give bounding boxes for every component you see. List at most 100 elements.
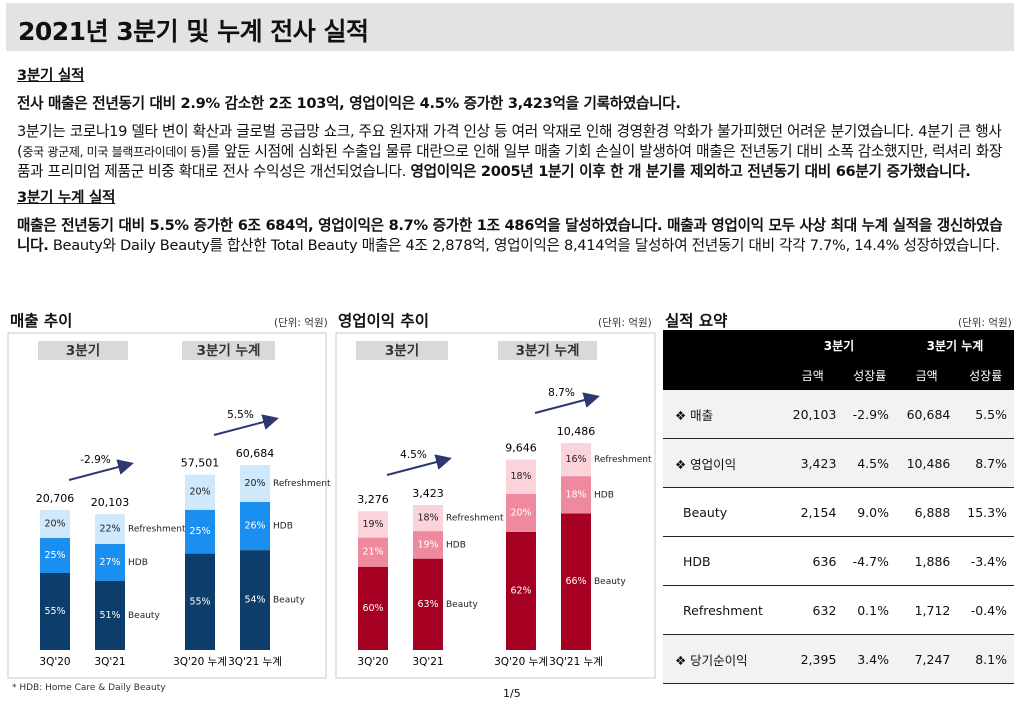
table-cell: 10,486 — [895, 438, 958, 488]
growth-label: -2.9% — [80, 454, 110, 466]
row-label: ❖ 당기순이익 — [663, 634, 782, 684]
header-bar: 2021년 3분기 및 누계 전사 실적 — [6, 3, 1014, 51]
section-heading: 3분기 실적 — [17, 67, 85, 84]
table-cell: 1,712 — [895, 585, 958, 635]
x-tick-label: 3Q'20 — [357, 656, 388, 668]
summary-table: 3분기 3분기 누계 금액 성장률 금액 성장률 ❖ 매출 20,103 -2.9% 60,684… — [663, 330, 1014, 684]
header-group: 3분기 — [782, 330, 896, 360]
segment-label: 51% — [99, 610, 120, 621]
section-heading: 3분기 누계 실적 — [17, 189, 116, 206]
footnote: * HDB: Home Care & Daily Beauty — [12, 683, 166, 693]
paragraph: 전사 매출은 전년동기 대비 2.9% 감소한 2조 103억, 영업이익은 4… — [17, 94, 1013, 114]
legend-label: Refreshment — [128, 525, 186, 535]
table-cell: 8.1% — [957, 634, 1014, 684]
bar-segment — [561, 443, 591, 477]
segment-label: 20% — [189, 487, 210, 498]
header-group: 3분기 누계 — [895, 330, 1014, 360]
segment-label: 66% — [565, 576, 586, 587]
bar-segment — [185, 509, 215, 554]
legend-label: Beauty — [273, 596, 305, 606]
bar-segment — [561, 476, 591, 514]
trend-arrow — [68, 459, 134, 481]
text-run: 매출은 전년동기 대비 5.5% 증가한 6조 684억, 영업이익은 8.7%… — [17, 217, 1003, 254]
segment-label: 21% — [362, 547, 383, 558]
row-label: ❖ 매출 — [663, 390, 782, 439]
legend-label: Beauty — [446, 600, 478, 610]
page-number: 1/5 — [503, 687, 521, 700]
segment-label: 54% — [244, 595, 265, 606]
segment-label: 55% — [189, 596, 210, 607]
segment-label: 19% — [417, 539, 438, 550]
table-cell: 4.5% — [843, 438, 896, 488]
paragraph: 3분기는 코로나19 델타 변이 확산과 글로벌 공급망 쇼크, 주요 원자재 … — [17, 122, 1013, 182]
growth-label: 5.5% — [227, 409, 254, 421]
table-cell: 3.4% — [843, 634, 896, 684]
group-box — [182, 341, 275, 360]
trend-arrow — [213, 414, 279, 436]
total-label: 57,501 — [181, 457, 220, 470]
trend-arrow — [534, 392, 600, 414]
table-cell: 7,247 — [895, 634, 958, 684]
legend-label: Refreshment — [594, 455, 652, 465]
header-cell: 금액 — [782, 360, 844, 390]
header-cell: 성장률 — [843, 360, 896, 390]
x-tick-label: 3Q'21 — [412, 656, 443, 668]
table-cell: 3,423 — [782, 438, 844, 488]
header-row: 3분기 3분기 누계 — [663, 330, 1014, 390]
table-cell: -0.4% — [957, 585, 1014, 635]
table-cell: 8.7% — [957, 438, 1014, 488]
row-label: Refreshment — [663, 585, 782, 635]
group-box — [356, 341, 448, 360]
total-label: 3,276 — [357, 493, 389, 506]
table-cell: 5.5% — [957, 390, 1014, 439]
growth-label: 4.5% — [400, 449, 427, 461]
legend-label: HDB — [594, 490, 614, 500]
bar-segment — [185, 474, 215, 510]
legend-label: Beauty — [594, 577, 626, 587]
x-tick-label: 3Q'21 — [94, 656, 125, 668]
x-tick-label: 3Q'21 누계 — [228, 656, 282, 668]
total-label: 20,103 — [91, 496, 130, 509]
group-label: 3분기 누계 — [516, 343, 580, 359]
table-cell: 6,888 — [895, 487, 958, 537]
chart-unit: (단위: 억원) — [274, 317, 328, 329]
chart-frame — [335, 332, 656, 679]
group-box — [38, 341, 128, 360]
bar-segment — [95, 514, 125, 544]
row-label: Beauty — [663, 487, 782, 537]
bar-segment — [185, 553, 215, 650]
legend-label: Refreshment — [446, 514, 504, 524]
chart-frame — [7, 332, 327, 679]
bar-segment — [95, 543, 125, 581]
total-label: 9,646 — [505, 442, 537, 455]
bar-segment — [506, 493, 536, 532]
bar-segment — [240, 502, 270, 551]
table-cell: -4.7% — [843, 536, 896, 586]
table-title: 실적 요약 — [665, 312, 728, 330]
table-cell: 2,395 — [782, 634, 844, 684]
growth-label: 8.7% — [548, 387, 575, 399]
row-label: HDB — [663, 536, 782, 586]
bar-segment — [358, 537, 388, 567]
x-tick-label: 3Q'21 누계 — [549, 656, 603, 668]
legend-label: Beauty — [128, 611, 160, 621]
legend-label: Refreshment — [273, 479, 331, 489]
paragraph: 매출은 전년동기 대비 5.5% 증가한 6조 684억, 영업이익은 8.7%… — [17, 216, 1013, 256]
bar-segment — [413, 531, 443, 559]
x-tick-label: 3Q'20 누계 — [494, 656, 548, 668]
segment-label: 63% — [417, 599, 438, 610]
bar-segment — [240, 550, 270, 650]
table-cell: -3.4% — [957, 536, 1014, 586]
group-label: 3분기 — [66, 343, 100, 359]
table-row: HDB 636 -4.7% 1,886 -3.4% — [663, 536, 1014, 586]
total-label: 20,706 — [36, 492, 75, 505]
table-cell: 2,154 — [782, 487, 844, 537]
segment-label: 22% — [99, 524, 120, 535]
table-unit: (단위: 억원) — [958, 317, 1012, 329]
header-row: 금액 성장률 금액 성장률 — [663, 360, 1014, 390]
bar-segment — [40, 510, 70, 538]
text-run: Beauty와 Daily Beauty를 합산한 Total Beauty 매… — [48, 237, 1000, 254]
segment-label: 27% — [99, 557, 120, 568]
